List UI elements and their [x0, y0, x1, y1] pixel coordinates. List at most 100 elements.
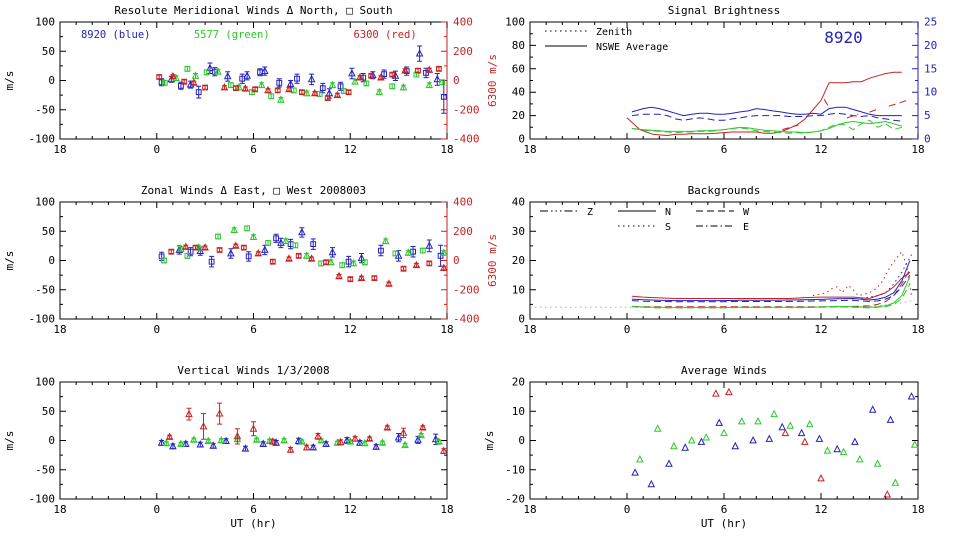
x-minor-ticks: [75, 202, 432, 319]
series-8920-zonal: [158, 227, 444, 268]
series-5577-zonal: [161, 225, 448, 269]
y-tick-label: 20: [512, 109, 525, 122]
y-tick-label: 40: [512, 196, 525, 209]
y-axis-label: m/s: [3, 431, 16, 451]
annotation: 8920 (blue): [81, 29, 151, 41]
series-5577-vertical: [162, 430, 443, 449]
annotation: 6300 (red): [353, 29, 416, 41]
y-left-ticks: [60, 201, 66, 320]
y-tick-label: -10: [505, 463, 525, 476]
y-tick-label: -100: [29, 133, 56, 146]
markers: [156, 65, 442, 101]
series-bg-6300-z: [812, 250, 912, 297]
y-left-ticks: [530, 201, 536, 320]
error-bars: [168, 243, 447, 287]
series-8920-nswe-avg: [631, 106, 902, 117]
series-8920-average: [631, 392, 916, 488]
y-right-tick-label: 400: [453, 196, 473, 209]
y-tick-label: 50: [42, 405, 55, 418]
x-tick-label: 18: [440, 323, 453, 336]
y-right-ticks: [912, 21, 918, 140]
x-tick-label: 18: [911, 503, 924, 516]
x-tick-label: 18: [523, 503, 536, 516]
y-right-ticks: [912, 381, 918, 500]
y-tick-label: -100: [29, 493, 56, 506]
line: [631, 106, 902, 117]
x-tick-label: 12: [344, 323, 357, 336]
line: [631, 276, 911, 309]
series-6300-zenith: [782, 98, 907, 131]
y-tick-label: 100: [35, 196, 55, 209]
y-right-tick-label: 15: [924, 62, 937, 75]
y-tick-label: 100: [505, 16, 525, 29]
x-tick-label: 18: [911, 143, 924, 156]
series-6300-vertical: [165, 402, 448, 454]
y-right-tick-label: -200: [453, 283, 480, 296]
line: [631, 120, 902, 134]
y-right-tick-label: 10: [924, 86, 937, 99]
y-right-tick-label: 0: [453, 74, 460, 87]
series-8920-vertical: [157, 433, 440, 452]
y-tick-label: 20: [512, 254, 525, 267]
x-tick-label: 0: [624, 143, 631, 156]
x-tick-label: 6: [721, 323, 728, 336]
line: [631, 112, 902, 122]
y-right-ticks: [912, 201, 918, 320]
chart-zonal-winds: 18 0 6 12 18-100-50050100m/s-400-20002004006…: [3, 184, 499, 336]
x-tick-label: 6: [250, 143, 257, 156]
x-minor-ticks: [75, 22, 432, 139]
x-major-ticks: [529, 22, 919, 139]
series-8920-meridional: [158, 45, 447, 114]
x-tick-label: 18: [911, 323, 924, 336]
x-tick-label: 0: [153, 143, 160, 156]
x-minor-ticks: [75, 382, 432, 499]
x-major-ticks: [529, 382, 919, 499]
series-bg-8920-z: [861, 254, 912, 299]
y-left-ticks: [60, 21, 66, 140]
panel-title: Vertical Winds 1/3/2008: [177, 364, 329, 377]
panel-title: Average Winds: [681, 364, 767, 377]
y-right-tick-label: -400: [453, 133, 480, 146]
panel-vertical-winds: 18 0 6 12 18 -100 -50 0 50 100 m/s Vertical Winds 1…: [0, 360, 480, 540]
line: [631, 260, 911, 302]
panel-signal-brightness: 18 0 6 12 18 0 20 40 60 80 100 0 5 10 15 20 25 Signal Bri…: [480, 0, 960, 180]
y-right-tick-label: -200: [453, 103, 480, 116]
y-right-tick-label: 5: [924, 109, 931, 122]
y-tick-label: 80: [512, 39, 525, 52]
line: [626, 71, 902, 137]
y-tick-label: 100: [35, 16, 55, 29]
y-tick-label: -20: [505, 493, 525, 506]
x-tick-label: 0: [153, 323, 160, 336]
markers: [161, 225, 448, 269]
markers: [165, 409, 448, 454]
x-tick-label: 18: [440, 503, 453, 516]
y-right-tick-label: 200: [453, 45, 473, 58]
annotation: 8920: [824, 28, 863, 47]
y-tick-label: 0: [48, 434, 55, 447]
y-right-tick-label: -400: [453, 313, 480, 326]
legend-label-Z: Z: [587, 207, 593, 218]
x-minor-ticks: [545, 202, 903, 319]
y-tick-label: 50: [42, 45, 55, 58]
x-tick-label: 12: [814, 143, 827, 156]
line: [631, 271, 911, 300]
axis-box: [59, 381, 448, 500]
y-left-ticks: [530, 381, 536, 500]
legend-label-N: N: [665, 207, 671, 218]
y-left-ticks: [60, 381, 66, 500]
x-major-ticks: [529, 202, 919, 319]
markers: [631, 392, 916, 488]
y-tick-label: 0: [48, 254, 55, 267]
x-tick-label: 12: [814, 323, 827, 336]
x-tick-label: 12: [344, 143, 357, 156]
x-tick-label: 0: [624, 323, 631, 336]
series-6300-nswe-avg: [626, 71, 902, 137]
x-tick-label: 18: [523, 143, 536, 156]
y-right-axis-label: 6300 m/s: [486, 54, 499, 107]
x-tick-label: 6: [250, 323, 257, 336]
